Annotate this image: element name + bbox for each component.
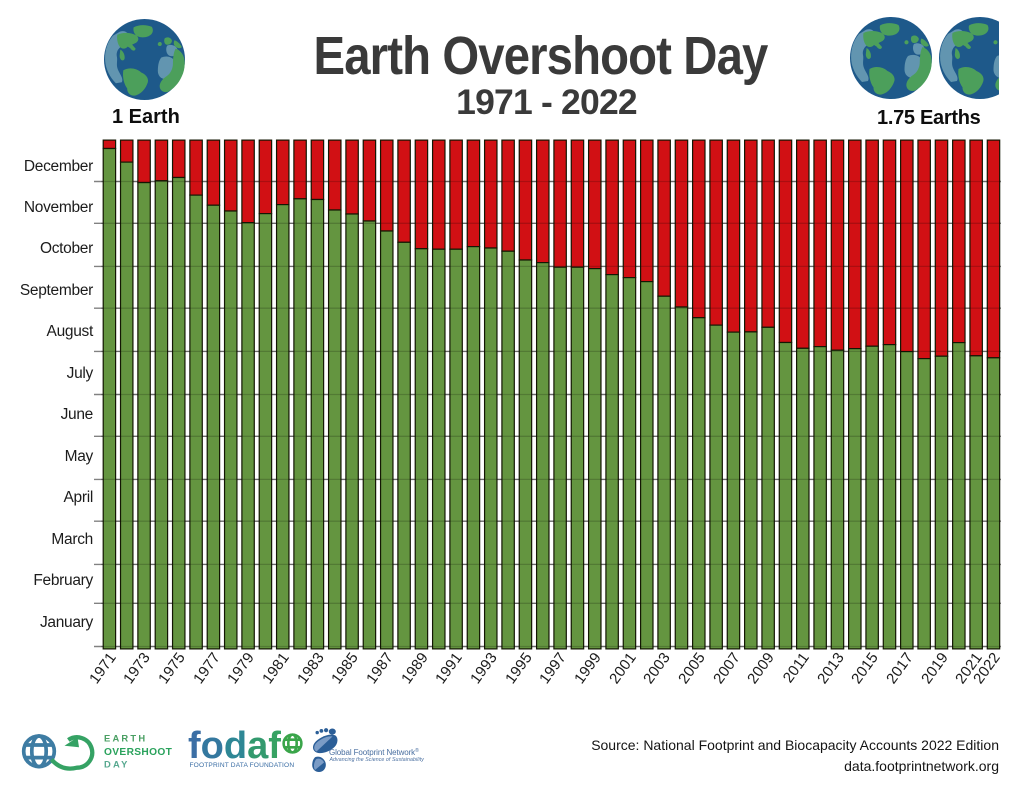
svg-text:OVERSHOOT: OVERSHOOT bbox=[104, 747, 173, 758]
svg-text:EARTH: EARTH bbox=[104, 732, 147, 743]
svg-text:DAY: DAY bbox=[104, 759, 130, 770]
